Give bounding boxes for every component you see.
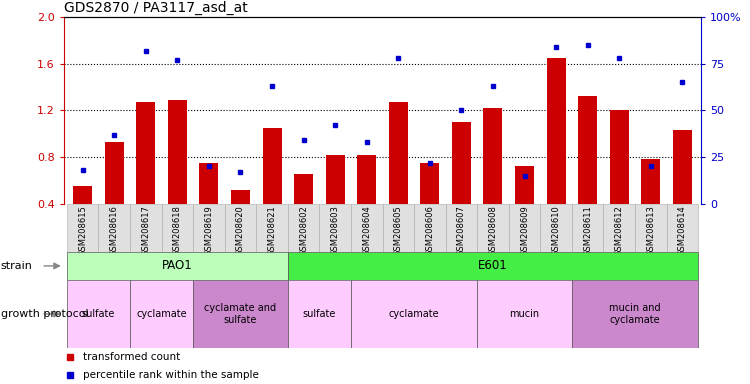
Bar: [225, 204, 256, 252]
Bar: [604, 204, 635, 252]
Text: PAO1: PAO1: [162, 260, 193, 272]
Text: GSM208603: GSM208603: [331, 205, 340, 256]
Bar: [130, 204, 161, 252]
Bar: [509, 204, 540, 252]
Bar: [288, 280, 351, 348]
Text: GSM208612: GSM208612: [615, 205, 624, 256]
Bar: [388, 102, 408, 204]
Bar: [98, 204, 130, 252]
Bar: [194, 280, 288, 348]
Bar: [673, 130, 692, 204]
Bar: [572, 280, 698, 348]
Text: GSM208607: GSM208607: [457, 205, 466, 256]
Text: mucin: mucin: [509, 309, 539, 319]
Text: sulfate: sulfate: [82, 309, 116, 319]
Text: GDS2870 / PA3117_asd_at: GDS2870 / PA3117_asd_at: [64, 1, 248, 15]
Bar: [231, 190, 250, 204]
Bar: [667, 204, 698, 252]
Bar: [294, 174, 313, 204]
Text: GSM208605: GSM208605: [394, 205, 403, 256]
Bar: [547, 58, 566, 204]
Bar: [136, 102, 155, 204]
Text: GSM208615: GSM208615: [78, 205, 87, 256]
Bar: [67, 204, 98, 252]
Bar: [635, 204, 667, 252]
Bar: [262, 128, 281, 204]
Text: GSM208602: GSM208602: [299, 205, 308, 256]
Text: cyclamate and
sulfate: cyclamate and sulfate: [205, 303, 277, 325]
Bar: [288, 252, 698, 280]
Text: GSM208606: GSM208606: [425, 205, 434, 256]
Bar: [288, 204, 320, 252]
Text: GSM208618: GSM208618: [172, 205, 182, 256]
Bar: [420, 163, 440, 204]
Text: cyclamate: cyclamate: [136, 309, 187, 319]
Bar: [446, 204, 477, 252]
Bar: [477, 280, 572, 348]
Bar: [130, 280, 194, 348]
Bar: [540, 204, 572, 252]
Text: growth protocol: growth protocol: [1, 309, 88, 319]
Text: GSM208617: GSM208617: [141, 205, 150, 256]
Bar: [320, 204, 351, 252]
Bar: [477, 204, 508, 252]
Text: sulfate: sulfate: [303, 309, 336, 319]
Text: strain: strain: [1, 261, 33, 271]
Text: GSM208604: GSM208604: [362, 205, 371, 256]
Text: GSM208609: GSM208609: [520, 205, 529, 256]
Bar: [515, 166, 534, 204]
Text: E601: E601: [478, 260, 508, 272]
Bar: [74, 186, 92, 204]
Text: GSM208620: GSM208620: [236, 205, 245, 256]
Bar: [105, 142, 124, 204]
Bar: [578, 96, 597, 204]
Bar: [484, 108, 502, 204]
Text: mucin and
cyclamate: mucin and cyclamate: [609, 303, 661, 325]
Bar: [168, 100, 187, 204]
Text: GSM208610: GSM208610: [551, 205, 560, 256]
Bar: [641, 159, 660, 204]
Bar: [610, 111, 628, 204]
Bar: [351, 280, 477, 348]
Bar: [67, 280, 130, 348]
Bar: [256, 204, 288, 252]
Text: GSM208614: GSM208614: [678, 205, 687, 256]
Bar: [326, 155, 345, 204]
Text: GSM208611: GSM208611: [584, 205, 592, 256]
Bar: [382, 204, 414, 252]
Bar: [161, 204, 194, 252]
Text: transformed count: transformed count: [82, 352, 180, 362]
Bar: [414, 204, 446, 252]
Bar: [194, 204, 225, 252]
Bar: [357, 155, 376, 204]
Bar: [67, 252, 288, 280]
Text: percentile rank within the sample: percentile rank within the sample: [82, 370, 259, 380]
Bar: [452, 122, 471, 204]
Text: GSM208616: GSM208616: [110, 205, 118, 256]
Text: cyclamate: cyclamate: [388, 309, 439, 319]
Bar: [351, 204, 382, 252]
Text: GSM208619: GSM208619: [205, 205, 214, 256]
Bar: [572, 204, 604, 252]
Text: GSM208621: GSM208621: [268, 205, 277, 256]
Bar: [200, 163, 218, 204]
Text: GSM208613: GSM208613: [646, 205, 656, 256]
Text: GSM208608: GSM208608: [488, 205, 497, 256]
